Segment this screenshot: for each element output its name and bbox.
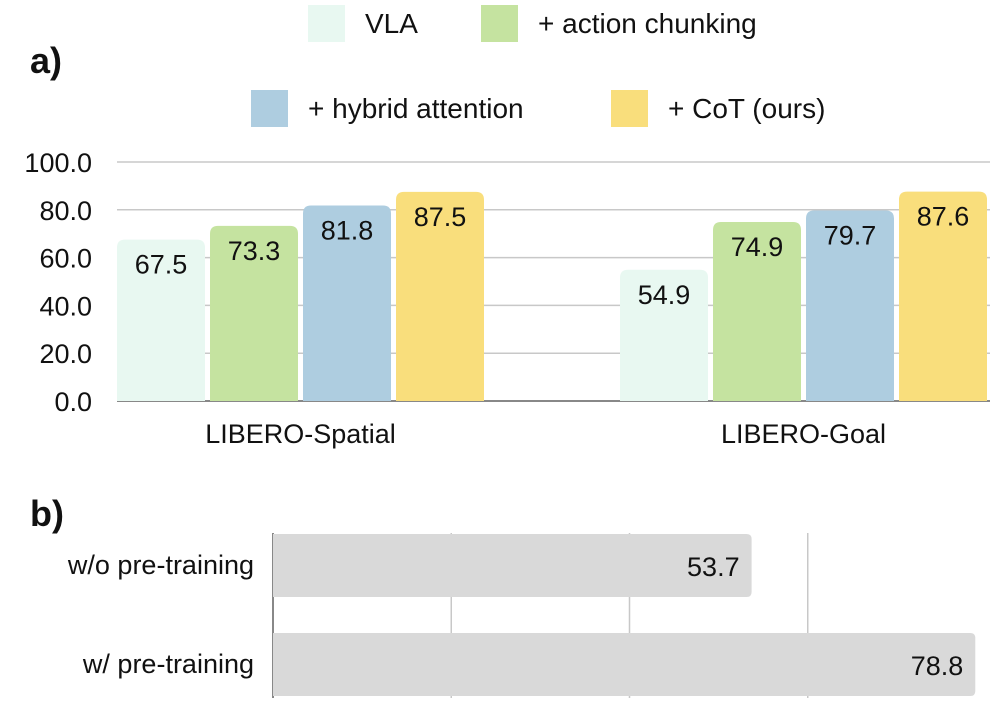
hbar-0 (273, 534, 752, 597)
bar-value-label: 87.5 (414, 202, 467, 232)
b-bars: 53.7 78.8 (273, 534, 976, 696)
legend: VLA + action chunking + hybrid attention + … (251, 5, 825, 127)
panel-b-label: b) (30, 493, 64, 534)
a-y-tick-label: 40.0 (39, 291, 92, 321)
hbar-1 (273, 633, 976, 696)
legend-label-1: + action chunking (538, 8, 757, 39)
legend-swatch-2 (251, 90, 288, 127)
bar-libero-spatial-1 (210, 225, 298, 401)
bar-value-label: 67.5 (135, 250, 188, 280)
bar-value-label: 81.8 (321, 215, 374, 245)
hbar-value-label: 78.8 (911, 651, 964, 681)
bar-libero-goal-2 (806, 210, 894, 401)
a-x-tick-label: LIBERO-Goal (721, 419, 886, 449)
panel-b-chart: 53.7 78.8 w/o pre-training w/ pre-training (67, 533, 976, 698)
legend-swatch-0 (308, 5, 345, 42)
a-y-tick-label: 20.0 (39, 339, 92, 369)
hbar-value-label: 53.7 (687, 552, 740, 582)
a-x-tick-labels: LIBERO-Spatial LIBERO-Goal (205, 419, 886, 449)
legend-swatch-1 (481, 5, 518, 42)
legend-label-0: VLA (365, 8, 418, 39)
bar-libero-goal-1 (713, 221, 801, 401)
panel-a-chart: 0.0 20.0 40.0 60.0 80.0 100.0 67.5 73.3 81.8 87.… (24, 148, 990, 449)
b-category-label: w/ pre-training (82, 649, 254, 679)
a-x-tick-label: LIBERO-Spatial (205, 419, 396, 449)
panel-a-label: a) (30, 40, 62, 81)
bar-libero-spatial-3 (396, 191, 484, 401)
bar-libero-goal-3 (899, 191, 987, 401)
bar-libero-spatial-0 (117, 239, 205, 401)
a-bars: 67.5 73.3 81.8 87.5 54.9 74.9 79.7 87.6 (117, 191, 987, 401)
b-category-labels: w/o pre-training w/ pre-training (67, 550, 254, 679)
bar-value-label: 73.3 (228, 236, 281, 266)
bar-value-label: 54.9 (638, 280, 691, 310)
bar-value-label: 74.9 (731, 232, 784, 262)
bar-libero-spatial-2 (303, 205, 391, 401)
a-y-tick-label: 60.0 (39, 244, 92, 274)
legend-label-3: + CoT (ours) (668, 93, 825, 124)
legend-swatch-3 (611, 90, 648, 127)
bar-value-label: 79.7 (824, 221, 877, 251)
legend-label-2: + hybrid attention (308, 93, 524, 124)
a-y-tick-labels: 0.0 20.0 40.0 60.0 80.0 100.0 (24, 148, 92, 417)
a-y-tick-label: 0.0 (54, 387, 92, 417)
bar-libero-goal-0 (620, 269, 708, 401)
bar-value-label: 87.6 (917, 202, 970, 232)
b-category-label: w/o pre-training (67, 550, 254, 580)
a-y-tick-label: 80.0 (39, 196, 92, 226)
a-y-tick-label: 100.0 (24, 148, 92, 178)
